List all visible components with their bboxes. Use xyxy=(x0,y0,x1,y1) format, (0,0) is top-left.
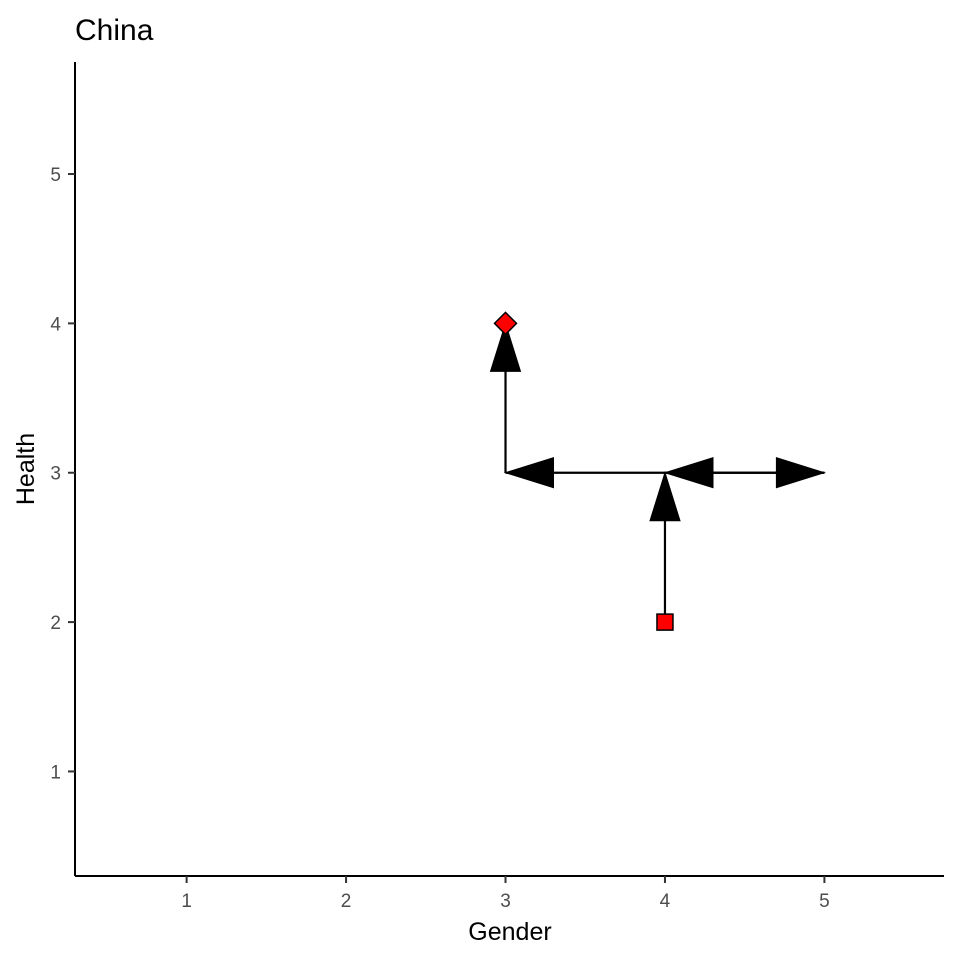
plot-marks xyxy=(489,311,827,631)
arrow-head xyxy=(489,321,522,372)
arrow-head xyxy=(503,457,554,489)
y-tick-label: 3 xyxy=(50,464,61,485)
x-tick-label: 3 xyxy=(500,891,511,912)
y-tick-label: 2 xyxy=(50,613,61,634)
x-tick-label: 4 xyxy=(660,891,671,912)
y-axis-title: Health xyxy=(12,433,40,505)
arrow-head xyxy=(663,457,714,489)
arrow-head xyxy=(649,471,681,522)
diamond-marker xyxy=(493,311,518,336)
x-tick-label: 1 xyxy=(181,891,192,912)
axes: 1 2 3 4 5 1 2 3 4 5 xyxy=(50,62,944,912)
x-tick-label: 5 xyxy=(819,891,830,912)
chart-title: China xyxy=(75,14,154,47)
y-tick-label: 1 xyxy=(50,762,61,783)
x-axis-title: Gender xyxy=(468,918,551,946)
y-tick-label: 5 xyxy=(50,165,61,186)
arrow-head xyxy=(775,457,827,489)
square-marker xyxy=(656,613,674,631)
x-tick-label: 2 xyxy=(341,891,352,912)
y-tick-label: 4 xyxy=(50,314,61,335)
